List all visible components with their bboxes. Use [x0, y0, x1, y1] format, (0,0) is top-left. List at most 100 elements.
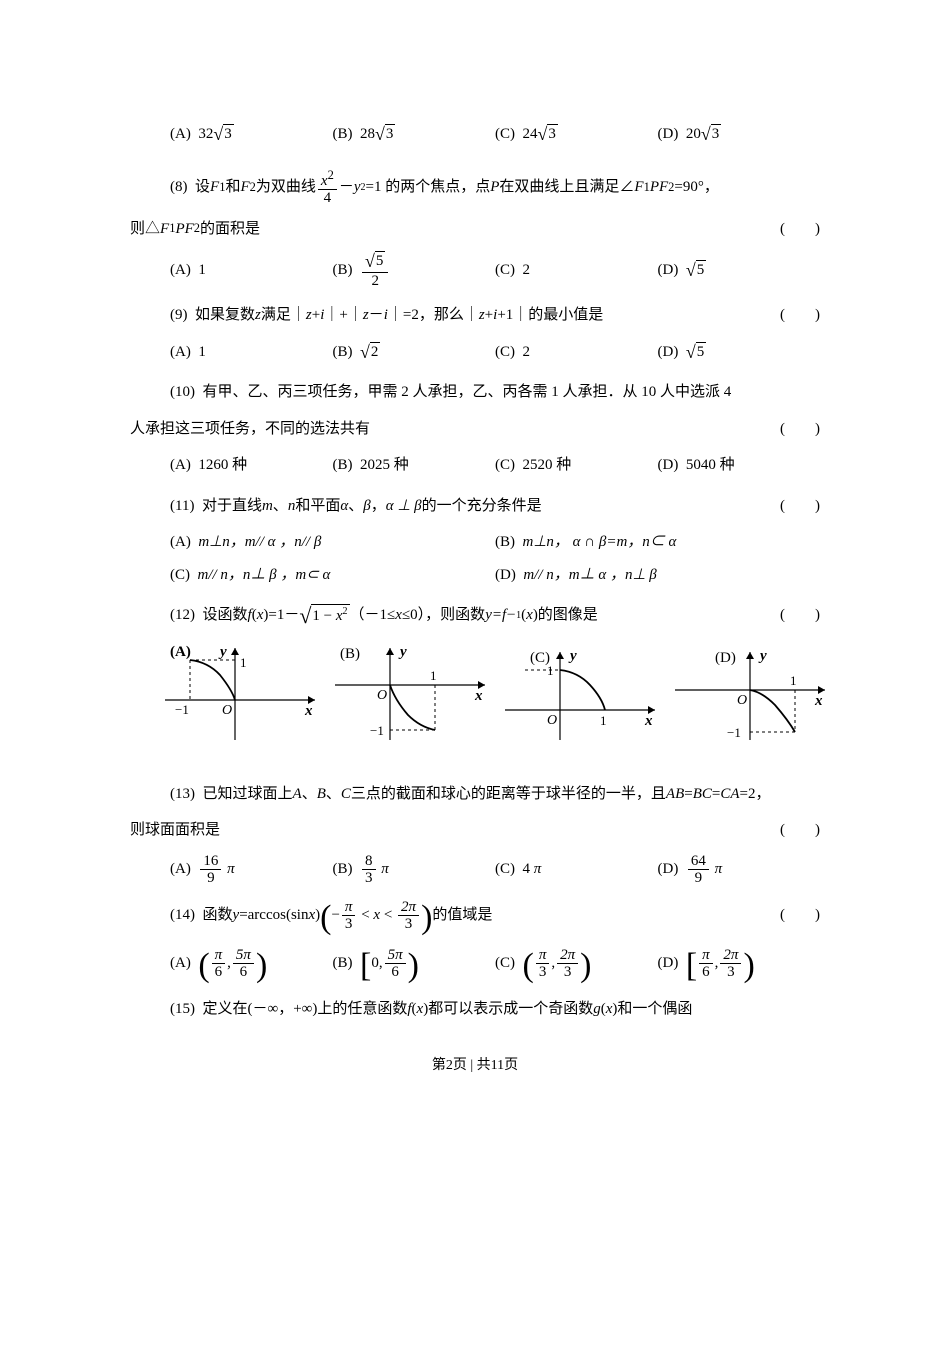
den: 2	[368, 273, 382, 290]
option-label: (C)	[170, 561, 190, 590]
var: A	[293, 780, 302, 809]
var: x	[336, 608, 343, 624]
q11-option-a: (A) m⊥n，m// α ，n// β	[170, 528, 495, 557]
sqrt-icon: √5	[686, 342, 706, 363]
comma: 、	[302, 780, 317, 809]
value: 2	[523, 256, 531, 285]
fraction: √5 2	[362, 251, 388, 289]
domain-expr: ( −π3 < x < 2π3 )	[320, 899, 432, 933]
text: 和平面	[295, 492, 340, 521]
option-label: (B)	[333, 949, 353, 978]
q13-options: (A) 169 π (B) 83 π (C) 4 π (D) 649 π	[130, 853, 820, 887]
radicand: 5	[375, 251, 386, 272]
var-f: F	[634, 173, 643, 202]
var-x: x	[321, 173, 328, 189]
option-label: (B)	[333, 451, 353, 480]
text: 的值域是	[432, 901, 492, 930]
var: x	[417, 995, 424, 1024]
value: 1260 种	[198, 451, 247, 480]
eq: =	[712, 780, 720, 809]
q14-option-d: (D) [ π6, 2π3 )	[658, 947, 821, 981]
expr: α ⊥ β	[386, 492, 422, 521]
q12-stem: (12) 设函数 f(x)=1－ √1 − x2 （－1≤x≤0），则函数 y=…	[130, 601, 820, 630]
var: x	[308, 901, 315, 930]
option-label: (C)	[495, 451, 515, 480]
q-number: (12)	[170, 601, 195, 630]
q14-option-a: (A) ( π6, 5π6 )	[170, 947, 333, 981]
var-y: y	[354, 173, 361, 202]
text: 则△	[130, 215, 160, 244]
curve	[390, 685, 435, 730]
answer-paren: ( )	[780, 901, 820, 930]
q8-option-a: (A) 1	[170, 256, 333, 285]
pi: π	[534, 855, 542, 884]
axis-label-y: y	[758, 648, 767, 664]
q-number: (10)	[170, 378, 195, 407]
sqrt-icon: √3	[701, 124, 721, 145]
exp: －1	[506, 606, 521, 625]
q-number: (8)	[170, 173, 188, 202]
option-label: (C)	[495, 120, 515, 149]
option-label: (D)	[658, 949, 679, 978]
var: n	[288, 492, 296, 521]
q11-stem: (11) 对于直线 m、n 和平面 α、β ， α ⊥ β 的一个充分条件是 (…	[130, 492, 820, 521]
arrow-icon	[556, 652, 564, 659]
option-label: (B)	[495, 528, 515, 557]
graph-label: (D)	[715, 650, 736, 666]
value: 4	[523, 855, 531, 884]
sqrt-icon: √3	[375, 124, 395, 145]
option-label: (D)	[658, 451, 679, 480]
q13-line2: 则球面面积是 ( )	[130, 816, 820, 845]
q9-option-b: (B) √2	[333, 338, 496, 367]
text: 如果复数	[195, 301, 255, 330]
option-label: (C)	[495, 338, 515, 367]
text: 已知过球面上	[203, 780, 293, 809]
text: 设函数	[203, 601, 248, 630]
var: β	[363, 492, 370, 521]
graph-a-svg: (A) y x O 1 −1	[160, 640, 320, 750]
fraction: 649	[688, 853, 709, 887]
text: =arccos(sin	[239, 901, 308, 930]
var: PF	[175, 215, 193, 244]
text: 和	[225, 173, 240, 202]
sqrt-icon: √1 − x2	[299, 604, 349, 627]
origin-label: O	[377, 688, 387, 703]
answer-paren: ( )	[780, 601, 820, 630]
q9-stem: (9) 如果复数 z 满足｜ z+i ｜+｜ z－i ｜=2，那么｜ z+i+1…	[130, 301, 820, 330]
tick-label: 1	[430, 668, 437, 683]
text: 人承担这三项任务，不同的选法共有	[130, 415, 370, 444]
sqrt-icon: √3	[213, 124, 233, 145]
q7-option-d: (D) 20 √3	[658, 120, 821, 149]
var-f: F	[240, 173, 249, 202]
option-label: (C)	[495, 256, 515, 285]
var: x	[395, 601, 402, 630]
text: 第	[432, 1058, 446, 1073]
q9-option-a: (A) 1	[170, 338, 333, 367]
axis-label-x: x	[474, 688, 483, 704]
axis-label-x: x	[814, 693, 823, 709]
text: =2，	[740, 780, 771, 809]
answer-paren: ( )	[780, 415, 820, 444]
answer-paren: ( )	[780, 816, 820, 845]
expr: m⊥n， α ∩ β=m，n⊂ α	[523, 528, 677, 557]
expr: m// n，n⊥ β ，m⊂ α	[198, 561, 331, 590]
lt: <	[361, 901, 369, 930]
text: 定义在(－∞，+∞)上的任意函数	[203, 995, 408, 1024]
text: 都可以表示成一个奇函数	[428, 995, 593, 1024]
graph-d-svg: (D) y x O 1 −1	[670, 640, 830, 750]
var-f: F	[210, 173, 219, 202]
var: F	[160, 215, 169, 244]
text: 三点的截面和球心的距离等于球半径的一半，且	[351, 780, 666, 809]
var: B	[317, 780, 326, 809]
q14-option-c: (C) ( π3, 2π3 )	[495, 947, 658, 981]
pi: π	[381, 855, 389, 884]
tick-label: −1	[370, 723, 384, 738]
q-number: (15)	[170, 995, 195, 1024]
value: 1	[198, 338, 206, 367]
graph-b-svg: (B) y x O 1 −1	[330, 640, 490, 750]
coef: 28	[360, 120, 375, 149]
curve	[560, 670, 605, 710]
q8-option-b: (B) √5 2	[333, 251, 496, 289]
answer-paren: ( )	[780, 301, 820, 330]
q10-line1: (10) 有甲、乙、丙三项任务，甲需 2 人承担，乙、丙各需 1 人承担．从 1…	[130, 378, 820, 407]
